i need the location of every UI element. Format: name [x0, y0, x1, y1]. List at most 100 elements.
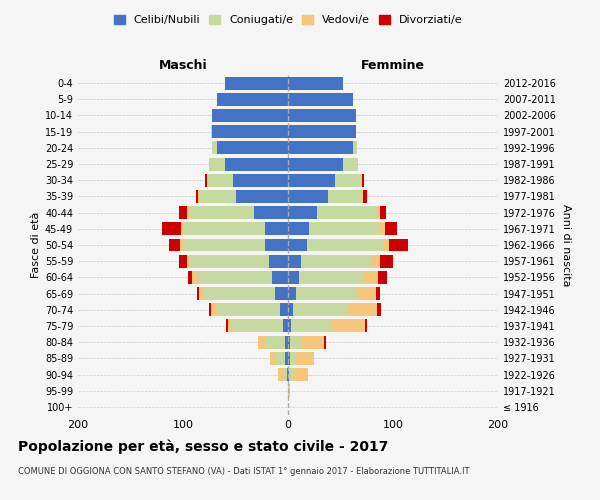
Bar: [196, 190, 198, 203]
Bar: [364, 271, 379, 284]
Bar: [280, 304, 288, 316]
Text: COMUNE DI OGGIONA CON SANTO STEFANO (VA) - Dati ISTAT 1° gennaio 2017 - Elaboraz: COMUNE DI OGGIONA CON SANTO STEFANO (VA)…: [18, 468, 470, 476]
Bar: [288, 368, 289, 381]
Bar: [293, 368, 308, 381]
Bar: [254, 206, 288, 219]
Bar: [288, 238, 307, 252]
Bar: [288, 222, 309, 235]
Text: Maschi: Maschi: [158, 59, 208, 72]
Bar: [290, 352, 295, 365]
Bar: [209, 158, 225, 170]
Bar: [288, 109, 356, 122]
Bar: [335, 174, 361, 186]
Bar: [358, 287, 376, 300]
Bar: [272, 271, 288, 284]
Bar: [217, 142, 288, 154]
Bar: [275, 287, 288, 300]
Bar: [211, 304, 217, 316]
Bar: [181, 222, 183, 235]
Bar: [212, 109, 288, 122]
Bar: [317, 206, 379, 219]
Bar: [193, 271, 197, 284]
Bar: [162, 222, 181, 235]
Bar: [204, 287, 275, 300]
Bar: [288, 190, 328, 203]
Bar: [277, 352, 285, 365]
Bar: [265, 222, 288, 235]
Bar: [217, 304, 280, 316]
Bar: [288, 174, 335, 186]
Bar: [288, 206, 317, 219]
Bar: [209, 304, 211, 316]
Bar: [197, 271, 272, 284]
Bar: [285, 336, 288, 348]
Bar: [288, 287, 296, 300]
Bar: [207, 174, 233, 186]
Bar: [257, 336, 266, 348]
Bar: [283, 320, 288, 332]
Bar: [389, 238, 408, 252]
Bar: [290, 336, 301, 348]
Bar: [379, 206, 380, 219]
Bar: [377, 304, 382, 316]
Bar: [288, 142, 353, 154]
Bar: [361, 174, 364, 186]
Text: Femmine: Femmine: [361, 59, 425, 72]
Bar: [291, 320, 331, 332]
Bar: [288, 320, 291, 332]
Bar: [266, 336, 285, 348]
Bar: [295, 352, 314, 365]
Bar: [225, 76, 288, 90]
Bar: [187, 206, 189, 219]
Bar: [331, 320, 365, 332]
Bar: [188, 271, 193, 284]
Bar: [212, 125, 288, 138]
Bar: [183, 222, 265, 235]
Bar: [225, 158, 288, 170]
Bar: [169, 238, 180, 252]
Bar: [328, 190, 362, 203]
Bar: [197, 190, 199, 203]
Bar: [287, 368, 288, 381]
Bar: [205, 174, 207, 186]
Bar: [288, 336, 290, 348]
Bar: [233, 174, 288, 186]
Bar: [380, 222, 385, 235]
Bar: [361, 190, 362, 203]
Bar: [180, 238, 183, 252]
Bar: [189, 206, 254, 219]
Bar: [288, 93, 353, 106]
Bar: [288, 158, 343, 170]
Bar: [183, 238, 265, 252]
Bar: [343, 158, 358, 170]
Bar: [301, 254, 372, 268]
Bar: [283, 368, 287, 381]
Bar: [296, 287, 358, 300]
Bar: [376, 287, 380, 300]
Y-axis label: Anni di nascita: Anni di nascita: [561, 204, 571, 286]
Bar: [348, 304, 377, 316]
Bar: [353, 142, 358, 154]
Text: Popolazione per età, sesso e stato civile - 2017: Popolazione per età, sesso e stato civil…: [18, 440, 388, 454]
Bar: [217, 93, 288, 106]
Legend: Celibi/Nubili, Coniugati/e, Vedovi/e, Divorziati/e: Celibi/Nubili, Coniugati/e, Vedovi/e, Di…: [109, 10, 467, 30]
Bar: [285, 352, 288, 365]
Bar: [299, 271, 364, 284]
Bar: [211, 125, 212, 138]
Bar: [289, 368, 293, 381]
Bar: [288, 125, 356, 138]
Bar: [379, 271, 387, 284]
Bar: [277, 368, 283, 381]
Bar: [288, 352, 290, 365]
Bar: [212, 142, 217, 154]
Bar: [385, 222, 397, 235]
Bar: [309, 222, 380, 235]
Bar: [324, 336, 326, 348]
Bar: [199, 190, 235, 203]
Bar: [199, 287, 204, 300]
Bar: [372, 254, 380, 268]
Bar: [197, 287, 199, 300]
Bar: [288, 304, 293, 316]
Bar: [179, 254, 187, 268]
Bar: [226, 320, 228, 332]
